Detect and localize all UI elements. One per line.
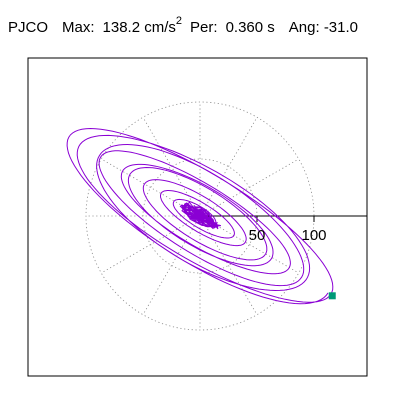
period-label: Per: bbox=[190, 19, 218, 36]
max-unit-exponent: 2 bbox=[175, 15, 183, 27]
tick-labels: 50 100 bbox=[249, 227, 327, 244]
grid-spoke bbox=[142, 117, 201, 217]
marker-group bbox=[328, 292, 336, 300]
grid-spoke bbox=[199, 158, 299, 217]
x-tick-label-50: 50 bbox=[249, 227, 266, 244]
angle-label: Ang: bbox=[288, 19, 320, 36]
station-code: PJCO bbox=[8, 19, 49, 36]
max-label: Max: bbox=[62, 19, 95, 36]
plot-frame bbox=[27, 57, 368, 377]
grid-spoke bbox=[142, 215, 201, 315]
angle-value: -31.0 bbox=[323, 19, 359, 36]
x-tick-label-100: 100 bbox=[301, 227, 326, 244]
orbit-trace-group bbox=[66, 127, 334, 305]
max-value: 138.2 bbox=[102, 19, 141, 36]
period-value: 0.360 bbox=[225, 19, 264, 36]
grid-spoke bbox=[101, 215, 201, 274]
end-marker bbox=[328, 292, 336, 300]
period-unit: s bbox=[267, 19, 275, 36]
chart-header: PJCO Max: 138.2 cm/s2 Per: 0.360 s Ang: -31.0 bbox=[8, 14, 358, 37]
max-unit: cm/s bbox=[144, 19, 176, 36]
orbit-trace bbox=[66, 127, 334, 305]
grid-spoke bbox=[199, 215, 258, 315]
